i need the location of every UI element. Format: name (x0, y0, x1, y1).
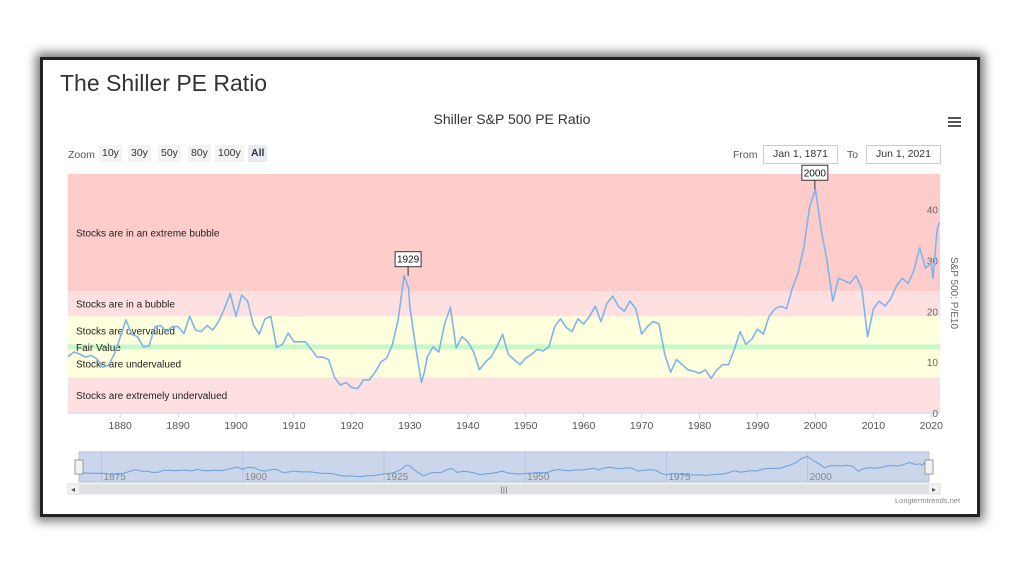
band-label-stocks-are-undervalued: Stocks are undervalued (76, 359, 181, 370)
x-axis: 1880 1890 1900 1910 1920 1930 1940 1950 1960 1970… (68, 412, 944, 432)
x-tick-label-1980: 1980 (688, 420, 712, 432)
series-layer (67, 188, 941, 390)
navigator-handle-left (74, 459, 84, 475)
band-label-stocks-are-in-a-bubble: Stocks are in a bubble (76, 300, 175, 311)
navigator-tick-label-1975: 1975 (668, 472, 691, 483)
zoom-80y-button[interactable]: 80y (188, 145, 211, 162)
flag-box-2000 (801, 164, 829, 181)
band-label-fair-value: Fair Value (76, 343, 121, 354)
page-title: The Shiller PE Ratio (60, 70, 268, 96)
flag-label-1929: 1929 (397, 255, 420, 266)
x-tick-label-1930: 1930 (398, 420, 422, 432)
navigator-tick-label-1950: 1950 (527, 472, 550, 483)
scroll-left-arrow-icon: ◂ (71, 485, 75, 494)
flags-layer: 1929 2000 (394, 164, 829, 276)
scrollbar-thumb (79, 485, 929, 493)
pe-ratio-line-0 (67, 188, 941, 390)
x-tick-label-1920: 1920 (340, 420, 364, 432)
x-tick-label-2020: 2020 (920, 420, 944, 432)
navigator[interactable]: 1875 1900 1925 1950 1975 2000 ◂ ▸ ||| (67, 451, 941, 495)
y-tick-label-30: 30 (927, 256, 939, 267)
x-tick-label-1960: 1960 (572, 420, 596, 432)
to-date-input[interactable]: Jun 1, 2021 (866, 145, 941, 164)
band-label-stocks-are-in-an-extreme-bubble: Stocks are in an extreme bubble (76, 228, 220, 239)
hamburger-menu-icon[interactable] (948, 117, 961, 128)
navigator-tick-label-1900: 1900 (245, 472, 268, 483)
x-tick-label-1890: 1890 (166, 420, 190, 432)
flag-label-2000: 2000 (804, 168, 827, 179)
chart-title: Shiller S&P 500 PE Ratio (433, 111, 591, 127)
band-labels: Stocks are in an extreme bubble Stocks ar… (76, 228, 227, 402)
band-1 (68, 290, 940, 317)
band-label-stocks-are-overvalued: Stocks are overvalued (76, 326, 175, 337)
y-tick-label-0: 0 (932, 409, 938, 420)
x-tick-label-2000: 2000 (804, 420, 828, 432)
x-tick-label-1900: 1900 (224, 420, 248, 432)
navigator-tick-label-2000: 2000 (810, 472, 833, 483)
x-tick-label-1970: 1970 (630, 420, 654, 432)
navigator-selection (78, 451, 930, 483)
x-tick-label-1880: 1880 (108, 420, 132, 432)
band-3 (68, 344, 940, 350)
y-tick-label-20: 20 (927, 307, 939, 318)
x-tick-label-1990: 1990 (746, 420, 770, 432)
zoom-10y-button[interactable]: 10y (99, 145, 122, 162)
scrollbar-grip-icon: ||| (500, 486, 507, 494)
scroll-right-arrow-icon: ▸ (932, 485, 936, 494)
flag-box-1929 (394, 251, 422, 268)
y-tick-label-10: 10 (927, 358, 939, 369)
zoom-50y-button[interactable]: 50y (158, 145, 181, 162)
x-tick-label-1950: 1950 (514, 420, 538, 432)
y-axis: 0 10 20 30 40 S&P 500: P/E10 (927, 206, 959, 420)
band-0 (68, 174, 940, 291)
zoom-all-button[interactable]: All (248, 145, 268, 162)
navigator-tick-label-1875: 1875 (104, 472, 127, 483)
x-tick-label-1940: 1940 (456, 420, 480, 432)
zoom-30y-button[interactable]: 30y (128, 145, 151, 162)
navigator-tick-label-1925: 1925 (386, 472, 409, 483)
band-5 (68, 377, 940, 413)
from-label: From (733, 149, 758, 161)
y-axis-title: S&P 500: P/E10 (948, 257, 959, 330)
watermark: Longtermtrends.net (895, 496, 961, 505)
x-tick-label-2010: 2010 (862, 420, 886, 432)
valuation-bands (68, 174, 940, 413)
from-date-input[interactable]: Jan 1, 1871 (763, 145, 838, 164)
band-4 (68, 349, 940, 378)
x-tick-label-1910: 1910 (282, 420, 306, 432)
band-label-stocks-are-extremely-undervalued: Stocks are extremely undervalued (76, 391, 227, 402)
zoom-label: Zoom (68, 149, 95, 161)
y-tick-label-40: 40 (927, 206, 939, 217)
navigator-series-line (78, 455, 929, 478)
zoom-100y-button[interactable]: 100y (215, 145, 244, 162)
navigator-handle-right (924, 459, 934, 475)
to-label: To (847, 149, 859, 161)
